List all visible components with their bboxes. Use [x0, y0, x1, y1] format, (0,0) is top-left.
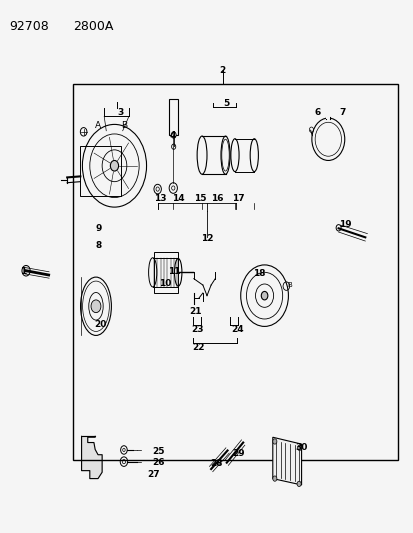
Text: 7: 7 [339, 108, 345, 117]
Text: 2: 2 [219, 66, 225, 75]
Text: 19: 19 [338, 220, 350, 229]
Bar [153, 252, 178, 293]
Circle shape [110, 160, 118, 171]
Circle shape [171, 132, 176, 138]
Circle shape [297, 481, 300, 487]
Bar [80, 146, 120, 196]
Circle shape [91, 300, 101, 313]
Text: A: A [95, 120, 101, 130]
Text: 11: 11 [168, 268, 180, 276]
Text: B: B [287, 282, 292, 288]
Circle shape [272, 439, 276, 444]
Circle shape [272, 476, 276, 481]
Text: 22: 22 [192, 343, 204, 352]
Text: 1: 1 [20, 268, 26, 276]
Text: 9: 9 [95, 224, 101, 233]
Text: 20: 20 [94, 320, 106, 329]
Text: 17: 17 [232, 194, 244, 203]
Text: 30: 30 [295, 443, 307, 453]
Text: 23: 23 [191, 325, 203, 334]
Bar [73, 84, 397, 460]
Circle shape [22, 265, 30, 276]
Polygon shape [81, 436, 102, 479]
Circle shape [261, 292, 267, 300]
Text: 29: 29 [232, 449, 244, 458]
Bar [325, 116, 330, 119]
Text: 13: 13 [154, 194, 166, 203]
Circle shape [297, 445, 301, 450]
Text: 16: 16 [211, 194, 223, 203]
Polygon shape [272, 437, 301, 485]
Text: 14: 14 [172, 194, 184, 203]
Text: 10: 10 [159, 279, 171, 288]
Text: 26: 26 [152, 458, 164, 467]
Text: 4: 4 [169, 131, 175, 140]
Text: 21: 21 [189, 307, 202, 316]
Text: 3: 3 [117, 108, 123, 117]
Text: 5: 5 [223, 99, 229, 108]
Text: 2800A: 2800A [73, 20, 114, 33]
Text: 25: 25 [152, 447, 164, 456]
Text: 12: 12 [200, 235, 213, 244]
Text: 92708: 92708 [9, 20, 49, 33]
Text: 27: 27 [147, 470, 159, 479]
Text: 6: 6 [314, 108, 320, 117]
Text: 18: 18 [252, 269, 265, 278]
Bar [169, 99, 178, 135]
Text: 24: 24 [230, 325, 243, 334]
Text: 28: 28 [210, 459, 222, 469]
Text: 8: 8 [95, 241, 101, 250]
Text: B: B [121, 120, 127, 130]
Text: 15: 15 [193, 194, 206, 203]
